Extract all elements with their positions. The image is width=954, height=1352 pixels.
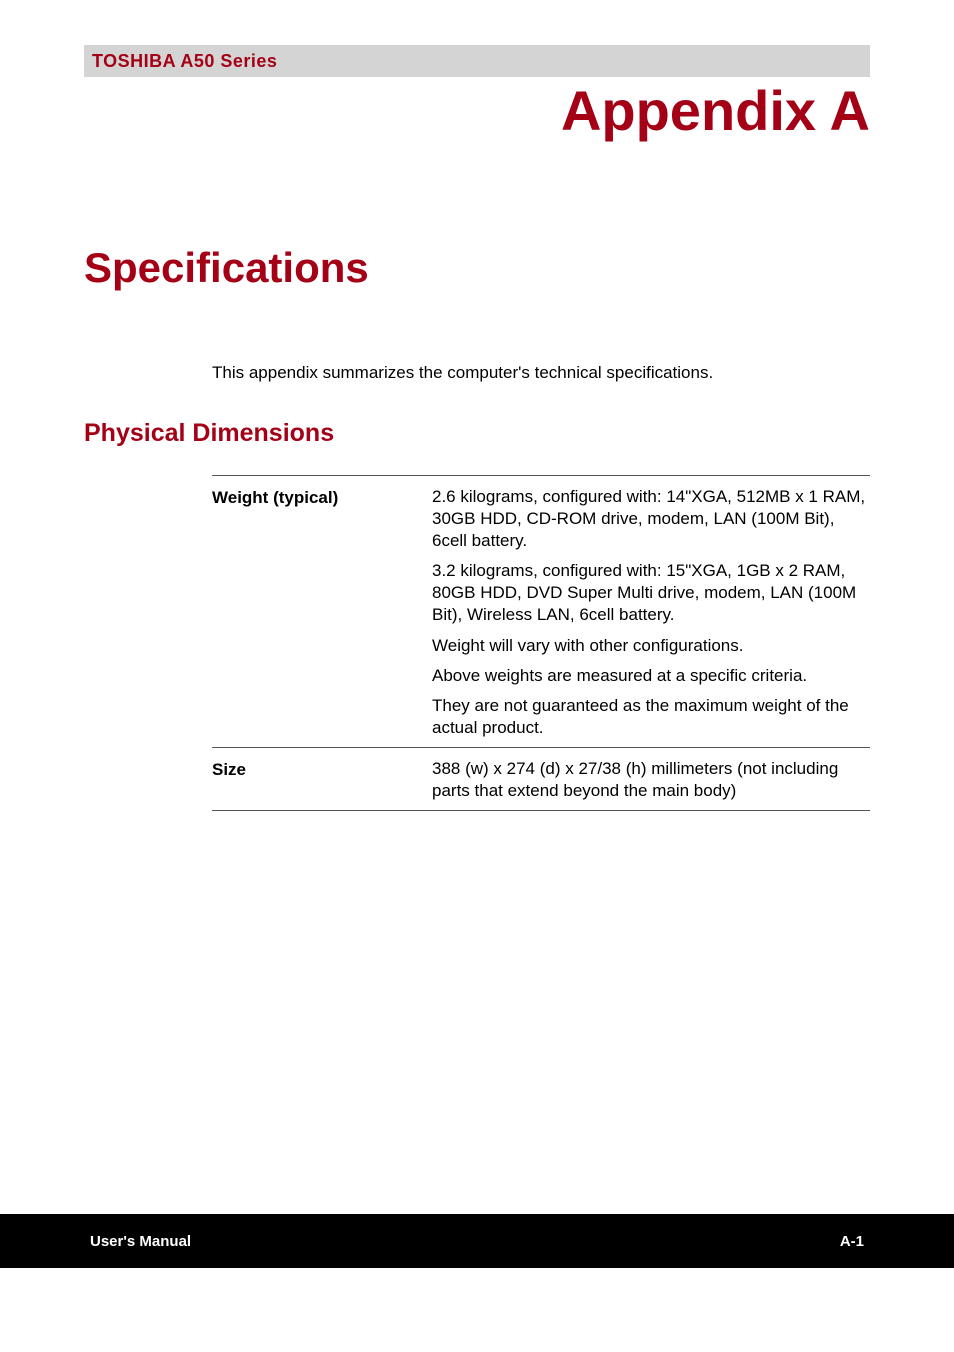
section-title: Specifications (84, 244, 369, 292)
footer-left: User's Manual (90, 1233, 191, 1250)
spec-table: Weight (typical) 2.6 kilograms, configur… (212, 475, 870, 811)
header-bar: TOSHIBA A50 Series (84, 45, 870, 77)
spec-value: 2.6 kilograms, configured with: 14"XGA, … (432, 486, 870, 552)
series-label: TOSHIBA A50 Series (92, 51, 277, 72)
spec-value: Above weights are measured at a specific… (432, 665, 870, 687)
table-row: Size 388 (w) x 274 (d) x 27/38 (h) milli… (212, 747, 870, 811)
table-row: Weight (typical) 2.6 kilograms, configur… (212, 475, 870, 747)
row-values: 2.6 kilograms, configured with: 14"XGA, … (432, 486, 870, 739)
footer-right: A-1 (840, 1233, 864, 1250)
spec-value: 388 (w) x 274 (d) x 27/38 (h) millimeter… (432, 758, 870, 802)
spec-value: 3.2 kilograms, configured with: 15"XGA, … (432, 560, 870, 626)
intro-text: This appendix summarizes the computer's … (212, 363, 713, 383)
appendix-title: Appendix A (561, 78, 870, 143)
spec-value: They are not guaranteed as the maximum w… (432, 695, 870, 739)
row-values: 388 (w) x 274 (d) x 27/38 (h) millimeter… (432, 758, 870, 802)
footer-bar: User's Manual A-1 (0, 1214, 954, 1268)
row-label: Weight (typical) (212, 486, 432, 739)
row-label: Size (212, 758, 432, 802)
spec-value: Weight will vary with other configuratio… (432, 635, 870, 657)
subsection-title: Physical Dimensions (84, 419, 334, 448)
